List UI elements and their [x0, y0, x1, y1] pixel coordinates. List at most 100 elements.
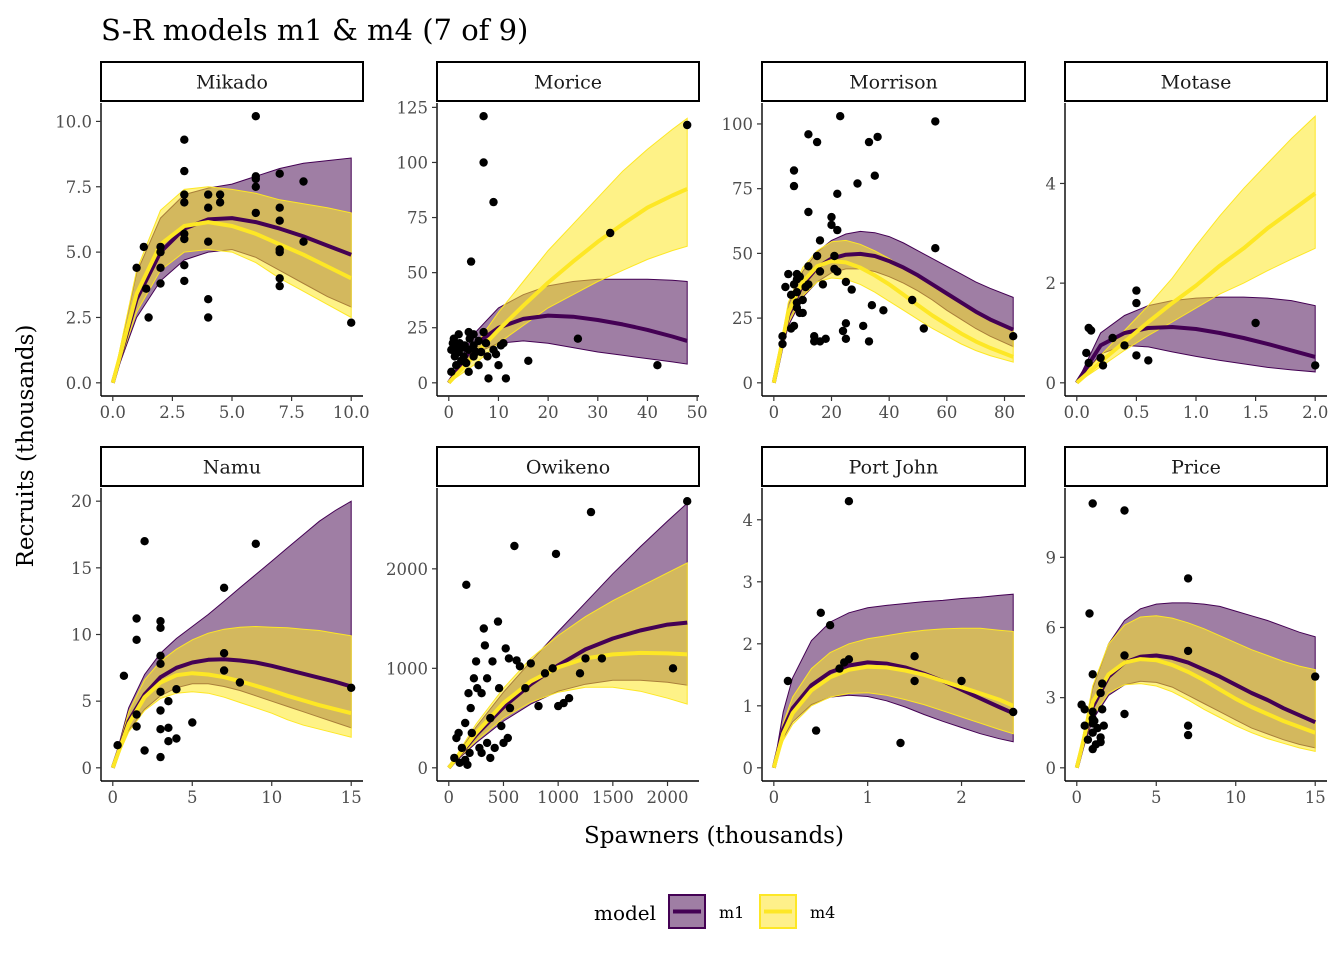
- x-tick-label: 80: [994, 403, 1015, 422]
- data-point: [811, 726, 821, 735]
- data-point: [504, 654, 514, 663]
- x-tick-label: 2.5: [159, 403, 185, 422]
- data-point: [798, 308, 807, 318]
- data-point: [859, 321, 868, 331]
- x-tick-label: 60: [936, 403, 957, 422]
- data-point: [804, 262, 813, 271]
- data-point: [479, 158, 488, 167]
- panel-port-john: Port John 0 1 2 0 1 2 3 4: [743, 446, 1026, 807]
- data-point: [188, 718, 197, 727]
- data-point: [1132, 298, 1141, 308]
- data-point: [156, 706, 165, 715]
- data-point: [204, 237, 213, 246]
- data-point: [275, 245, 284, 254]
- strip-namu: [100, 446, 364, 487]
- data-point: [347, 683, 356, 692]
- data-point: [1009, 707, 1018, 717]
- data-point: [471, 657, 481, 666]
- data-point: [132, 635, 141, 644]
- data-point: [132, 263, 141, 272]
- data-point: [483, 352, 492, 361]
- x-tick-label: 0: [769, 788, 780, 807]
- plot-area-morice: [447, 112, 692, 385]
- data-point: [499, 339, 508, 348]
- data-point: [606, 228, 615, 238]
- x-tick-label: 0: [444, 788, 455, 807]
- y-tick-label: 1000: [386, 659, 428, 678]
- y-tick-label: 50: [732, 244, 753, 263]
- data-point: [140, 746, 149, 755]
- y-tick-label: 0: [82, 759, 93, 778]
- data-point: [469, 674, 479, 683]
- strip-label-morice: Morice: [534, 72, 602, 94]
- x-tick-label: 1.5: [1242, 403, 1268, 422]
- data-point: [1183, 730, 1193, 740]
- data-point: [466, 257, 476, 266]
- legend: model m1 m4: [594, 894, 835, 929]
- line-m1-mikado: [110, 216, 352, 384]
- data-point: [810, 337, 819, 346]
- data-point: [910, 652, 919, 661]
- y-tick-label: 0: [1046, 759, 1057, 778]
- panel-price: Price 0 5 10 15 0 3 6 9: [1046, 446, 1328, 807]
- line-m4-port-john: [771, 664, 1015, 769]
- y-tick-label: 4: [1046, 174, 1057, 193]
- data-point: [575, 669, 585, 678]
- x-axis-label: Spawners (thousands): [584, 823, 844, 849]
- data-point: [497, 721, 506, 731]
- data-point: [180, 261, 189, 270]
- data-point: [450, 753, 459, 763]
- plot-area-owikeno: [447, 497, 692, 770]
- ribbon-m4-port-john: [773, 627, 1014, 768]
- x-tick-label: 20: [821, 403, 842, 422]
- data-point: [459, 352, 468, 361]
- data-point: [1108, 333, 1117, 343]
- plot-area-price: [1074, 499, 1320, 769]
- line-m4-mikado: [110, 220, 353, 384]
- y-tick-label: 125: [397, 98, 429, 117]
- legend-title: model: [594, 901, 656, 925]
- data-point: [251, 182, 260, 191]
- y-tick-label: 6: [1046, 618, 1057, 637]
- data-point: [251, 172, 260, 181]
- strip-label-motase: Motase: [1161, 72, 1232, 94]
- data-point: [1251, 318, 1260, 328]
- data-point: [180, 276, 189, 286]
- data-point: [156, 725, 165, 734]
- data-point: [1132, 351, 1141, 360]
- y-tick-label: 1: [743, 697, 754, 716]
- data-point: [521, 684, 530, 693]
- x-tick-label: 500: [488, 788, 520, 807]
- strip-label-morrison: Morrison: [849, 72, 938, 94]
- data-point: [156, 687, 165, 696]
- data-point: [1120, 506, 1129, 515]
- data-point: [564, 694, 574, 703]
- data-point: [910, 676, 919, 686]
- data-point: [204, 313, 213, 322]
- x-tick-label: 0.5: [1123, 403, 1149, 422]
- line-m4-morice: [447, 187, 689, 385]
- y-tick-label: 2: [743, 635, 754, 654]
- data-point: [1099, 721, 1109, 730]
- data-point: [827, 212, 836, 222]
- data-point: [1084, 358, 1093, 368]
- data-point: [474, 336, 483, 346]
- data-point: [957, 676, 966, 686]
- y-tick-label: 3: [743, 573, 754, 592]
- y-tick-label: 0: [418, 374, 429, 393]
- data-point: [792, 288, 802, 297]
- data-point: [490, 743, 499, 753]
- data-point: [164, 697, 173, 706]
- data-point: [156, 659, 165, 668]
- data-point: [683, 497, 692, 506]
- data-point: [833, 189, 842, 198]
- data-point: [1085, 609, 1094, 618]
- data-point: [548, 664, 557, 673]
- ribbon-m4-namu: [112, 625, 352, 769]
- data-point: [479, 112, 488, 121]
- x-tick-label: 0: [769, 403, 780, 422]
- data-point: [501, 374, 511, 383]
- line-m4-morrison: [771, 259, 1014, 384]
- data-point: [873, 132, 882, 142]
